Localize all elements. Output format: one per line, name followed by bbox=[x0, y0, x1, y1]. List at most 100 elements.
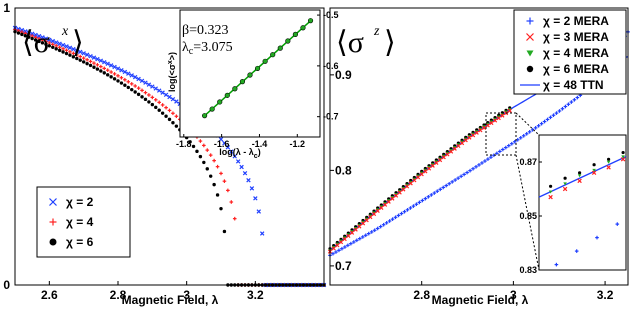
right-point-s0 bbox=[536, 123, 541, 128]
left-point-s1 bbox=[226, 188, 230, 193]
inset-lambdac-label: λc=3.075 bbox=[182, 40, 233, 57]
right-inset-point-s1 bbox=[562, 186, 568, 192]
left-xtick-label: 3 bbox=[183, 288, 190, 302]
right-point-s0 bbox=[545, 117, 550, 122]
left-point-s1 bbox=[202, 143, 206, 148]
right-point-s0 bbox=[423, 196, 428, 201]
right-point-s1 bbox=[357, 224, 362, 229]
left-title-close: ⟩ bbox=[72, 26, 84, 59]
inset-xtick-label: -1.4 bbox=[252, 139, 268, 149]
left-point-s0 bbox=[122, 69, 128, 75]
zoom-line-top bbox=[515, 112, 540, 136]
inset-ytick-label: -0.5 bbox=[323, 10, 339, 20]
left-point-s1 bbox=[109, 70, 113, 74]
right-point-s0 bbox=[575, 95, 580, 100]
left-point-s2 bbox=[99, 69, 103, 73]
inset-beta-label: β=0.323 bbox=[182, 23, 229, 38]
right-inset-point-s0 bbox=[574, 249, 579, 253]
left-point-s2 bbox=[202, 160, 206, 165]
right-point-s2 bbox=[394, 192, 398, 196]
inset-point bbox=[209, 106, 215, 112]
left-point-s2 bbox=[188, 140, 192, 144]
inset-xtick-label: -1.2 bbox=[290, 139, 306, 149]
left-point-s1 bbox=[136, 86, 141, 90]
left-xtick-label: 3.2 bbox=[247, 288, 264, 302]
right-ytick-label: 0.8 bbox=[335, 163, 352, 177]
left-point-s1 bbox=[160, 103, 165, 107]
left-point-s2 bbox=[150, 102, 155, 107]
left-point-s2 bbox=[27, 35, 31, 39]
left-point-s0 bbox=[246, 177, 251, 183]
right-point-s0 bbox=[349, 241, 353, 246]
right-point-s2 bbox=[412, 177, 417, 181]
inset-point bbox=[232, 86, 238, 92]
left-point-s0 bbox=[57, 41, 62, 46]
left-point-s2 bbox=[222, 229, 227, 234]
right-point-s0 bbox=[456, 176, 460, 180]
right-point-s2 bbox=[423, 168, 428, 172]
left-point-s2 bbox=[167, 117, 172, 122]
left-point-s0 bbox=[239, 164, 244, 170]
right-point-s0 bbox=[539, 121, 544, 126]
left-point-s0 bbox=[256, 209, 261, 214]
right-point-s2 bbox=[390, 196, 395, 199]
right-point-s0 bbox=[474, 165, 478, 169]
right-title-bracket: ⟨σ bbox=[336, 26, 364, 59]
right-point-s1 bbox=[485, 123, 490, 128]
left-legend-label: χ = 2 bbox=[66, 195, 94, 209]
right-title-sup: z bbox=[373, 24, 380, 39]
right-point-s1 bbox=[459, 140, 465, 146]
inset-point bbox=[217, 99, 223, 105]
right-inset-point-s2 bbox=[621, 155, 625, 159]
left-point-s1 bbox=[215, 164, 220, 169]
right-point-s0 bbox=[498, 149, 502, 154]
right-inset-point-s3 bbox=[607, 157, 611, 161]
left-point-s2 bbox=[126, 85, 130, 90]
right-point-s2 bbox=[486, 122, 490, 126]
left-point-s1 bbox=[78, 54, 83, 59]
right-inset-point-s2 bbox=[548, 190, 553, 194]
left-point-s2 bbox=[33, 38, 38, 42]
right-point-s2 bbox=[441, 154, 446, 158]
inset-ytick-label: -0.6 bbox=[323, 61, 339, 71]
left-legend-marker bbox=[49, 238, 57, 246]
left-point-s0 bbox=[74, 48, 80, 53]
right-point-s0 bbox=[569, 100, 574, 104]
left-point-s0 bbox=[60, 42, 66, 48]
right-point-s0 bbox=[393, 215, 398, 220]
right-point-s2 bbox=[467, 135, 472, 138]
left-point-s2 bbox=[95, 67, 100, 71]
left-point-s1 bbox=[140, 88, 144, 93]
right-point-s1 bbox=[415, 175, 421, 180]
left-point-s1 bbox=[167, 108, 172, 113]
left-point-s2 bbox=[198, 154, 203, 159]
right-point-s2 bbox=[430, 163, 435, 166]
left-point-s0 bbox=[47, 37, 52, 43]
right-inset-point-s1 bbox=[606, 165, 611, 170]
right-inset-point-s3 bbox=[592, 163, 596, 167]
left-point-s1 bbox=[174, 114, 179, 119]
left-point-s0 bbox=[50, 38, 55, 44]
left-plot-frame bbox=[14, 7, 325, 286]
right-point-s0 bbox=[378, 224, 383, 229]
left-point-s2 bbox=[133, 90, 137, 94]
right-inset-ytick-label: 0.85 bbox=[519, 211, 537, 221]
left-point-s1 bbox=[61, 46, 65, 51]
inset-point bbox=[300, 25, 306, 31]
left-point-s0 bbox=[26, 30, 31, 35]
right-point-s2 bbox=[335, 242, 340, 246]
right-point-s0 bbox=[352, 240, 356, 244]
inset-point bbox=[270, 52, 276, 58]
left-point-s0 bbox=[153, 86, 158, 91]
inset-point bbox=[254, 65, 261, 72]
right-xlabel: Magnetic Field, λ bbox=[432, 293, 529, 307]
left-legend: χ = 2 χ = 4 χ = 6 bbox=[36, 186, 131, 258]
right-chart: 2.8 3 3.2 0.7 0.8 0.9 ⟨σ z ⟩ Magnetic Field, … bbox=[327, 7, 630, 307]
right-inset-point-s3 bbox=[578, 171, 582, 175]
right-point-s1 bbox=[463, 138, 468, 143]
left-point-s0 bbox=[156, 88, 162, 93]
right-point-s0 bbox=[462, 172, 466, 177]
right-point-s1 bbox=[452, 146, 457, 151]
left-point-s2 bbox=[51, 45, 55, 50]
left-point-s0 bbox=[115, 66, 121, 71]
